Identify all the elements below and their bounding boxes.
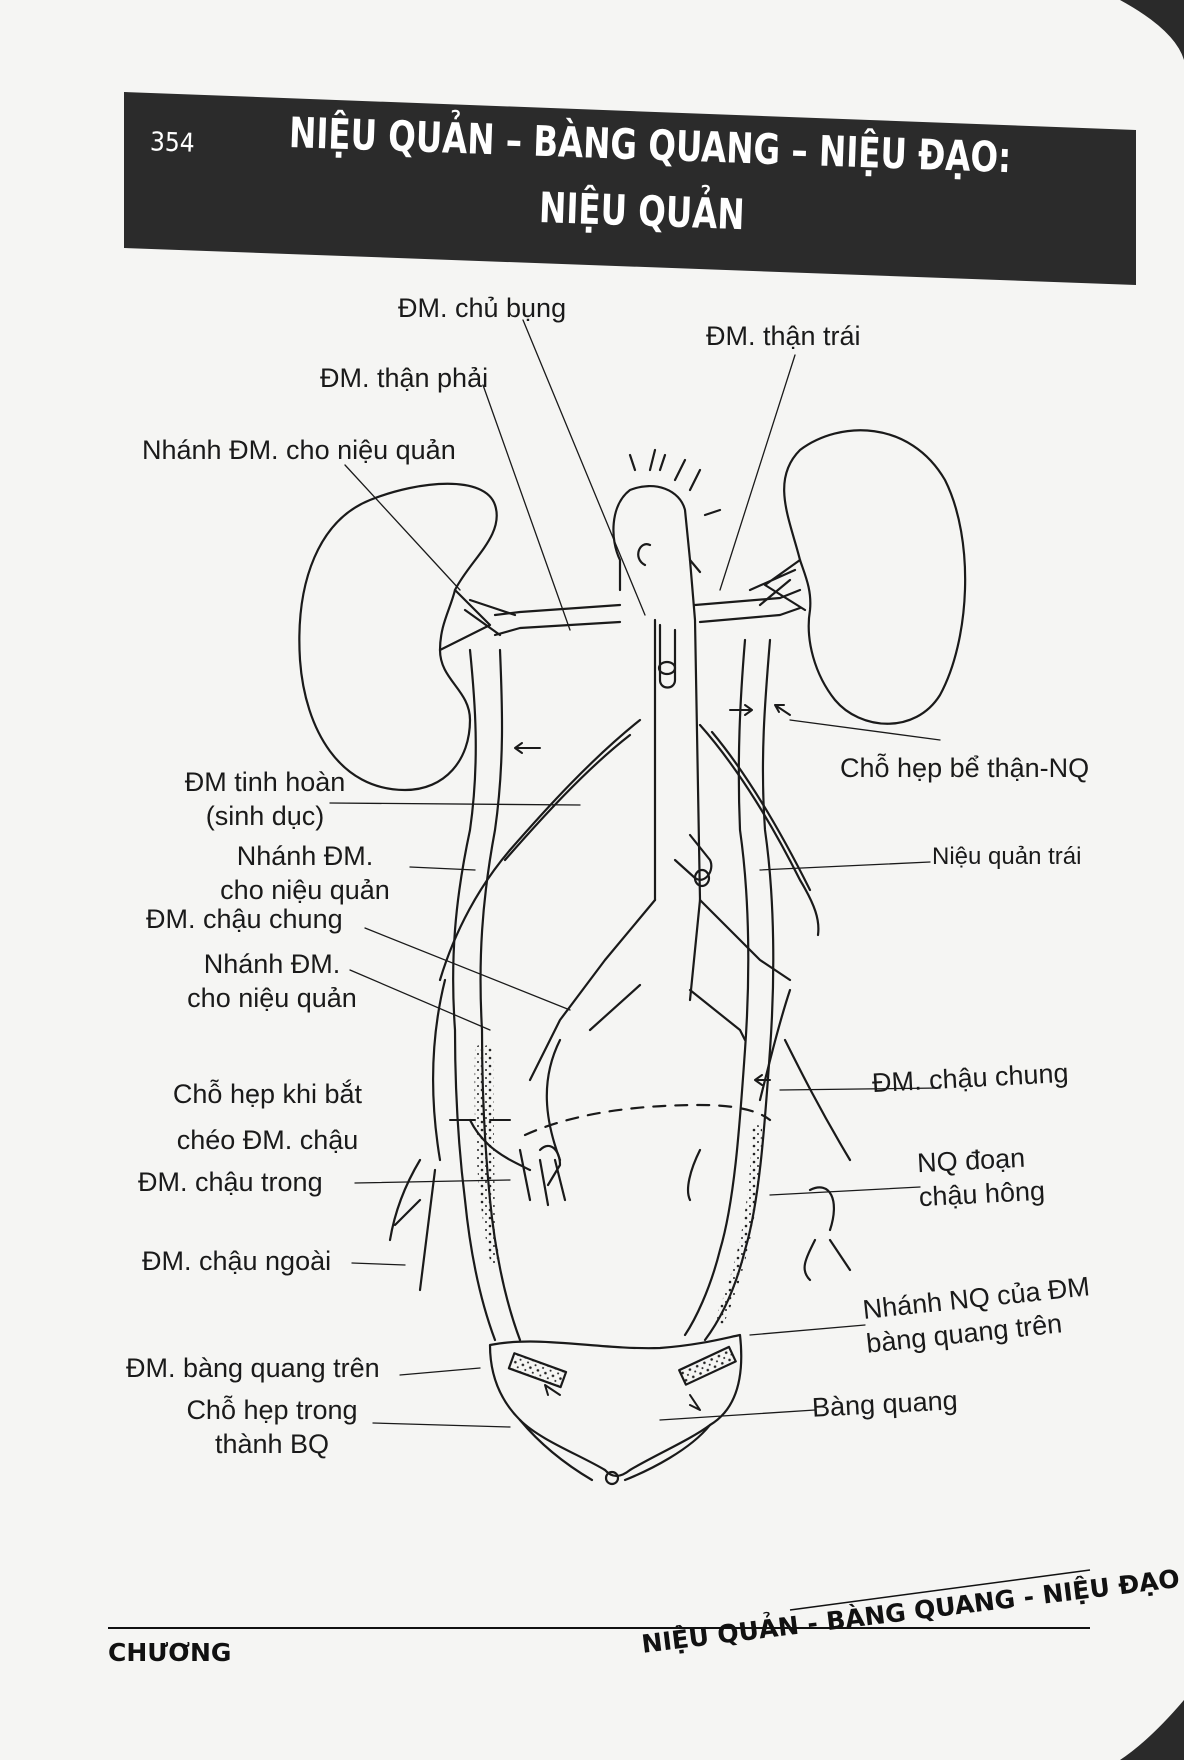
- label-pelvic-ureter: NQ đoạn chậu hông: [916, 1141, 1045, 1215]
- right-renal-artery: [493, 603, 622, 637]
- label-abdominal-aorta: ĐM. chủ bụng: [398, 293, 567, 323]
- right-gonadal-artery: [438, 718, 642, 982]
- label-pelviureteric-narrowing: Chỗ hẹp bể thận-NQ: [840, 753, 1090, 783]
- page-title-line2: NIỆU QUẢN: [538, 183, 746, 240]
- label-iliac-crossing-line1: Chỗ hẹp khi bắt: [172, 1079, 363, 1109]
- label-left-renal-artery: ĐM. thận trái: [706, 321, 861, 351]
- title-banner: [124, 92, 1136, 285]
- label-external-iliac-artery: ĐM. chậu ngoài: [142, 1246, 332, 1276]
- label-ureteric-branch-2-line2: cho niệu quản: [220, 874, 390, 905]
- label-left-ureter: Niệu quản trái: [932, 843, 1082, 870]
- abdominal-aorta: [612, 485, 702, 1002]
- label-testicular-artery-line1: ĐM tinh hoàn: [184, 767, 346, 797]
- label-ureteric-branch-3-line2: cho niệu quản: [187, 982, 357, 1013]
- page-number: 354: [149, 127, 196, 159]
- label-right-renal-artery: ĐM. thận phải: [320, 363, 489, 393]
- label-ureteric-branch-3-line1: Nhánh ĐM.: [203, 949, 341, 979]
- leader-lines: [329, 319, 941, 1428]
- left-kidney: [783, 429, 967, 725]
- pelvic-brim: [523, 1103, 772, 1137]
- left-gonadal-artery: [698, 723, 820, 937]
- label-ureteric-branch-2-line1: Nhánh ĐM.: [236, 841, 374, 871]
- label-superior-vesical-artery: ĐM. bàng quang trên: [126, 1353, 380, 1383]
- label-ureteric-branch-2: Nhánh ĐM. cho niệu quản: [205, 840, 405, 908]
- label-intramural-narrowing-line1: Chỗ hẹp trong: [186, 1395, 358, 1425]
- label-iliac-crossing-line2: chéo ĐM. chậu: [176, 1124, 359, 1155]
- label-intramural-narrowing-line2: thành BQ: [214, 1428, 330, 1459]
- label-intramural-narrowing: Chỗ hẹp trong thành BQ: [172, 1394, 372, 1462]
- label-iliac-crossing-narrowing: Chỗ hẹp khi bắt chéo ĐM. chậu: [155, 1072, 380, 1164]
- label-pelvic-ureter-line2: chậu hông: [918, 1175, 1046, 1213]
- right-kidney: [298, 482, 498, 792]
- label-common-iliac-artery-left: ĐM. chậu chung: [146, 904, 343, 934]
- label-testicular-artery: ĐM tinh hoàn (sinh dục): [150, 766, 380, 834]
- right-ureter: [452, 648, 497, 1342]
- left-renal-artery: [693, 588, 802, 624]
- label-ureteric-branch-3: Nhánh ĐM. cho niệu quản: [172, 948, 372, 1016]
- label-internal-iliac-artery: ĐM. chậu trong: [138, 1167, 323, 1197]
- bladder: [488, 1333, 743, 1478]
- label-testicular-artery-line2: (sinh dục): [205, 800, 325, 831]
- footer-chapter: CHƯƠNG: [108, 1638, 232, 1667]
- label-ureteric-branch-top: Nhánh ĐM. cho niệu quản: [142, 435, 456, 465]
